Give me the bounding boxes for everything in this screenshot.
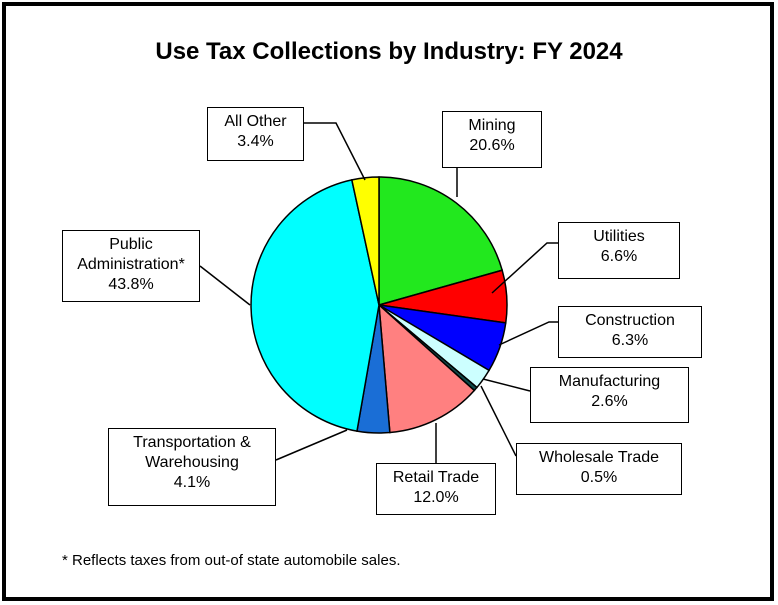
data-label-name: Administration* — [77, 256, 185, 273]
data-label-name: Construction — [585, 312, 675, 329]
data-label-name: Wholesale Trade — [538, 449, 660, 466]
data-label-percent: 3.4% — [237, 133, 274, 150]
leader-line-construction — [498, 321, 558, 346]
data-label-percent: 0.5% — [580, 469, 618, 486]
pie-slice-retail-trade — [378, 303, 476, 434]
data-label-name: Warehousing — [145, 454, 239, 471]
leader-line-wholesale-trade — [480, 385, 517, 457]
data-label-retail-trade: Retail Trade 12.0% — [376, 463, 496, 515]
data-label-name: Utilities — [593, 228, 645, 245]
chart-title: Use Tax Collections by Industry: FY 2024 — [155, 38, 623, 65]
leader-line-public-administration — [199, 265, 251, 306]
data-label-percent: 12.0% — [413, 489, 459, 506]
data-label-transportation-warehousing: Transportation & Warehousing 4.1% — [108, 428, 276, 506]
data-label-name: All Other — [224, 113, 287, 130]
data-label-name: Manufacturing — [558, 373, 661, 390]
data-label-percent: 6.3% — [611, 332, 649, 349]
data-label-manufacturing: Manufacturing 2.6% — [530, 367, 689, 423]
data-label-percent: 6.6% — [600, 248, 638, 265]
data-label-name: Public — [109, 236, 153, 253]
data-label-name: Retail Trade — [392, 469, 480, 486]
data-label-percent: 43.8% — [108, 276, 154, 293]
data-label-public-administration: Public Administration* 43.8% — [62, 230, 200, 302]
leader-line-transportation-warehousing — [275, 429, 348, 461]
data-label-percent: 20.6% — [469, 137, 515, 154]
data-label-all-other: All Other 3.4% — [207, 107, 304, 161]
data-label-name: Mining — [468, 117, 516, 134]
data-label-percent: 4.1% — [173, 474, 211, 491]
data-label-mining: Mining 20.6% — [442, 111, 542, 168]
data-label-wholesale-trade: Wholesale Trade 0.5% — [516, 443, 682, 495]
leader-line-manufacturing — [482, 378, 531, 392]
data-label-percent: 2.6% — [591, 393, 628, 410]
data-label-construction: Construction 6.3% — [558, 306, 702, 358]
pie-slice-mining — [378, 176, 504, 306]
leader-line-utilities — [491, 242, 558, 294]
leader-line-all-other — [304, 122, 366, 181]
data-label-name: Transportation & — [133, 434, 251, 451]
data-label-utilities: Utilities 6.6% — [558, 222, 680, 279]
footnote: * Reflects taxes from out-of state autom… — [62, 552, 401, 569]
pie-slice-public-administration — [250, 179, 380, 432]
pie-slice-all-other — [350, 176, 380, 306]
